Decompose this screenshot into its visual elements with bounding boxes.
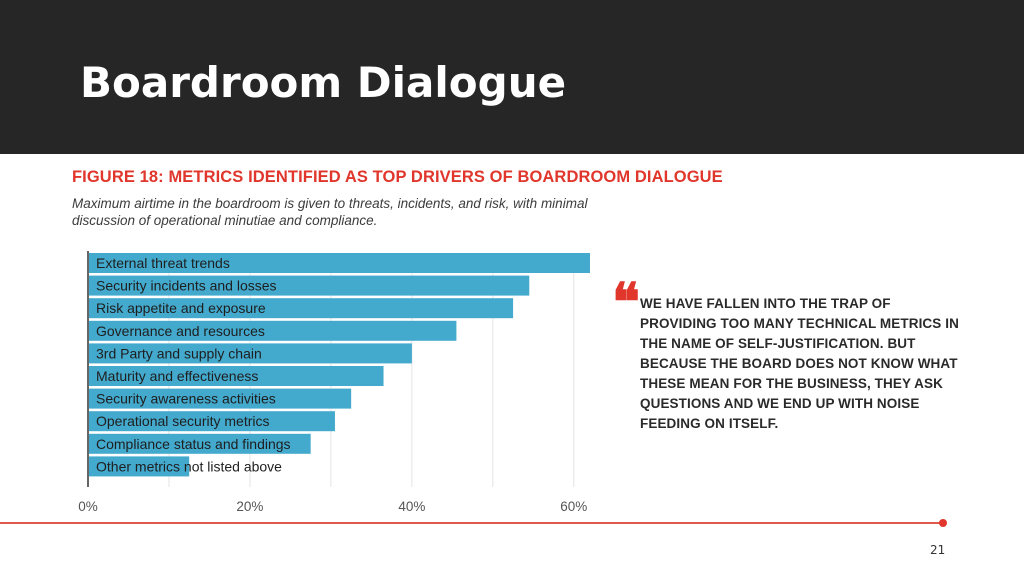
bar-chart: External threat trends Security incidents… bbox=[78, 251, 590, 514]
category-label: Compliance status and findings bbox=[96, 436, 291, 452]
bar bbox=[89, 366, 384, 386]
bar bbox=[89, 433, 311, 454]
x-tick-label: 0% bbox=[78, 499, 98, 514]
category-label: External threat trends bbox=[96, 255, 230, 271]
bar bbox=[89, 253, 590, 273]
category-label: Maturity and effectiveness bbox=[96, 368, 258, 384]
quote-mark-icon: ❝ bbox=[612, 275, 640, 332]
bar bbox=[89, 456, 190, 477]
footer-dot bbox=[939, 519, 947, 527]
x-tick-label: 20% bbox=[236, 499, 263, 514]
bar bbox=[89, 388, 352, 409]
page-number: 21 bbox=[930, 543, 946, 557]
slide-header bbox=[0, 0, 1024, 154]
category-label: Security awareness activities bbox=[96, 391, 276, 407]
category-label: 3rd Party and supply chain bbox=[96, 345, 262, 361]
category-label: Other metrics not listed above bbox=[96, 458, 282, 474]
bar bbox=[89, 298, 514, 319]
x-tick-label: 60% bbox=[560, 499, 587, 514]
category-label: Security incidents and losses bbox=[96, 278, 277, 294]
category-label: Operational security metrics bbox=[96, 413, 270, 429]
footer-divider bbox=[0, 522, 942, 524]
x-tick-label: 40% bbox=[398, 499, 425, 514]
figure-subtitle: Maximum airtime in the boardroom is give… bbox=[72, 196, 588, 228]
figure-title: FIGURE 18: METRICS IDENTIFIED AS TOP DRI… bbox=[72, 168, 723, 186]
bar bbox=[89, 343, 412, 364]
quote-text: We have fallen into the trap of providin… bbox=[640, 296, 959, 431]
bar bbox=[89, 275, 530, 296]
bar bbox=[89, 411, 335, 432]
category-label: Risk appetite and exposure bbox=[96, 300, 266, 316]
category-label: Governance and resources bbox=[96, 323, 265, 339]
slide-title: Boardroom Dialogue bbox=[80, 58, 567, 107]
bar bbox=[89, 320, 457, 341]
